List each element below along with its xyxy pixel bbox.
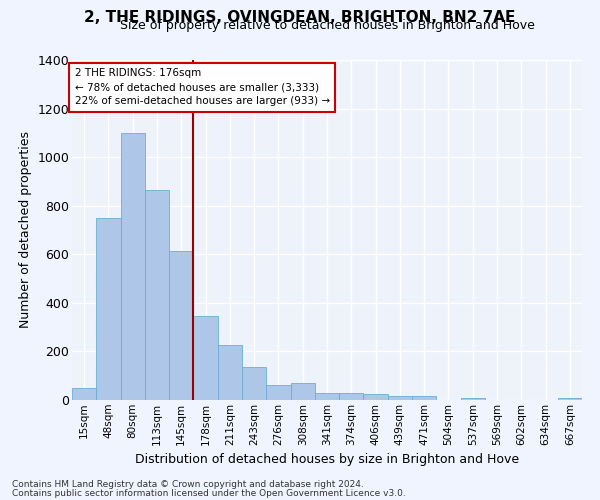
Bar [266, 386, 290, 400]
Bar [290, 383, 315, 400]
Bar [558, 398, 582, 400]
Bar [388, 396, 412, 400]
X-axis label: Distribution of detached houses by size in Brighton and Hove: Distribution of detached houses by size … [135, 453, 519, 466]
Text: Contains public sector information licensed under the Open Government Licence v3: Contains public sector information licen… [12, 489, 406, 498]
Text: Contains HM Land Registry data © Crown copyright and database right 2024.: Contains HM Land Registry data © Crown c… [12, 480, 364, 489]
Bar [339, 392, 364, 400]
Bar [72, 388, 96, 400]
Bar [96, 218, 121, 400]
Bar [218, 346, 242, 400]
Text: 2, THE RIDINGS, OVINGDEAN, BRIGHTON, BN2 7AE: 2, THE RIDINGS, OVINGDEAN, BRIGHTON, BN2… [85, 10, 515, 25]
Bar [412, 396, 436, 400]
Y-axis label: Number of detached properties: Number of detached properties [19, 132, 32, 328]
Bar [169, 250, 193, 400]
Bar [193, 316, 218, 400]
Title: Size of property relative to detached houses in Brighton and Hove: Size of property relative to detached ho… [119, 20, 535, 32]
Bar [145, 190, 169, 400]
Bar [315, 392, 339, 400]
Bar [121, 133, 145, 400]
Bar [461, 398, 485, 400]
Text: 2 THE RIDINGS: 176sqm
← 78% of detached houses are smaller (3,333)
22% of semi-d: 2 THE RIDINGS: 176sqm ← 78% of detached … [74, 68, 329, 106]
Bar [364, 394, 388, 400]
Bar [242, 367, 266, 400]
